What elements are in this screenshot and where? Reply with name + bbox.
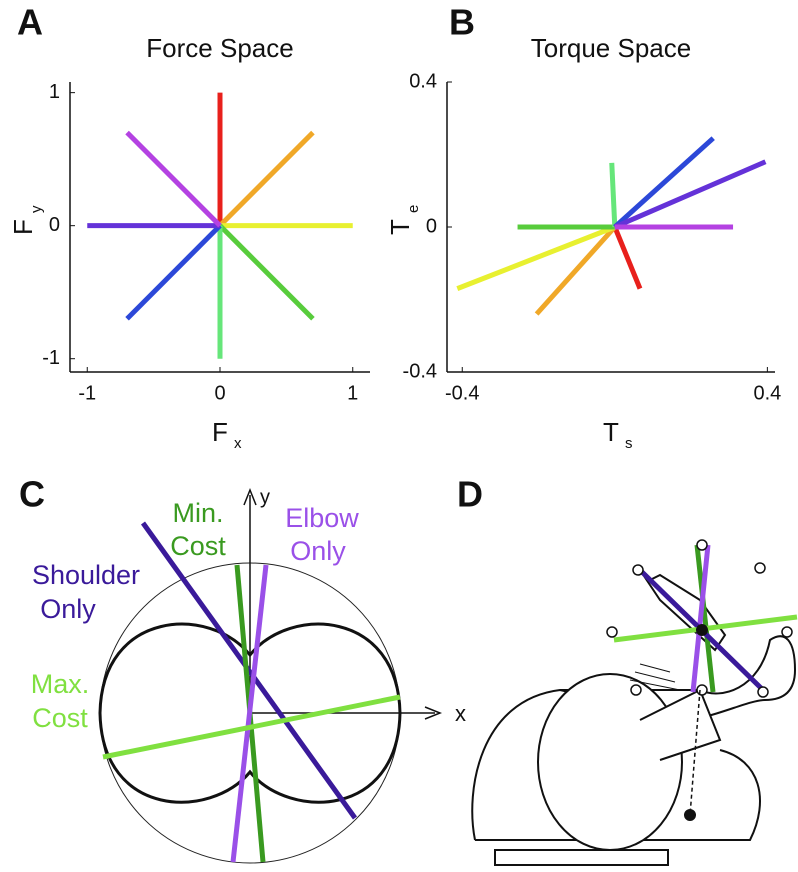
label: Max. bbox=[31, 669, 90, 699]
y-tick-label: -0.4 bbox=[403, 360, 437, 382]
panel-c: y x Min. Cost Elbow Only Shoulder Only M… bbox=[31, 486, 466, 864]
label: Only bbox=[40, 594, 96, 624]
panel-label: B bbox=[449, 2, 475, 43]
target bbox=[632, 564, 644, 576]
x-label-sub: x bbox=[234, 435, 242, 452]
y-label-sub: e bbox=[405, 205, 422, 213]
label: Cost bbox=[170, 531, 226, 561]
body-arm bbox=[471, 635, 797, 841]
axis-label: y bbox=[260, 486, 270, 508]
cost-contour bbox=[98, 622, 402, 804]
y-label: Fy bbox=[8, 205, 45, 235]
x-tick-label: 1 bbox=[347, 382, 358, 404]
y-tick-label: 0 bbox=[49, 214, 60, 236]
x-tick-label: 0 bbox=[214, 382, 225, 404]
panel-d bbox=[471, 539, 798, 866]
segment bbox=[534, 225, 617, 316]
shoulder-point bbox=[684, 809, 696, 821]
panel-label: D bbox=[457, 474, 483, 515]
chart-title: Torque Space bbox=[531, 33, 691, 63]
shoulder-only-line bbox=[140, 521, 358, 820]
target bbox=[781, 626, 793, 638]
chart: Torque Space-0.4 0.4-0.400.4T sTe bbox=[385, 33, 781, 452]
x-label: F bbox=[212, 417, 228, 447]
y-tick-label: 1 bbox=[49, 81, 60, 103]
target bbox=[696, 539, 708, 551]
y-label-main: F bbox=[8, 219, 38, 235]
segment bbox=[125, 223, 222, 321]
y-label-sub: y bbox=[28, 205, 45, 213]
max-cost-line bbox=[102, 694, 401, 760]
x-label-sub: s bbox=[625, 435, 633, 452]
target bbox=[630, 684, 642, 696]
axis-label: x bbox=[455, 701, 466, 726]
x-tick-label: -0.4 bbox=[445, 382, 479, 404]
label: Only bbox=[290, 536, 346, 566]
label: Min. bbox=[172, 498, 223, 528]
y-label-main: T bbox=[385, 219, 415, 235]
arrow bbox=[243, 487, 257, 506]
label: Elbow bbox=[285, 503, 359, 533]
panel-label: A bbox=[17, 2, 43, 43]
target bbox=[754, 562, 766, 574]
segment bbox=[613, 136, 715, 229]
segment bbox=[609, 162, 618, 228]
chair bbox=[494, 849, 669, 866]
label: Shoulder bbox=[32, 560, 140, 590]
target bbox=[696, 684, 708, 696]
y-tick-label: -1 bbox=[42, 347, 60, 369]
segment bbox=[612, 226, 643, 290]
arrow bbox=[424, 706, 443, 720]
elbow-only-line bbox=[230, 564, 269, 863]
segment bbox=[218, 130, 315, 228]
label: Cost bbox=[32, 703, 88, 733]
panel-label: C bbox=[19, 474, 45, 515]
fingers bbox=[629, 663, 681, 691]
x-label: T bbox=[603, 417, 619, 447]
min-cost-line bbox=[694, 544, 716, 693]
x-tick-label: 0.4 bbox=[753, 382, 781, 404]
chart-title: Force Space bbox=[146, 33, 293, 63]
head bbox=[537, 673, 683, 851]
y-tick-label: 0 bbox=[426, 215, 437, 237]
segment bbox=[125, 130, 222, 228]
target bbox=[757, 686, 769, 698]
upper-arm bbox=[639, 688, 722, 761]
y-tick-label: 0.4 bbox=[409, 70, 437, 92]
segment bbox=[218, 223, 315, 321]
elbow-only-line bbox=[690, 544, 711, 693]
hand-point bbox=[696, 624, 708, 636]
target bbox=[606, 626, 618, 638]
body bbox=[475, 749, 761, 841]
y-label: Te bbox=[385, 205, 422, 235]
segment bbox=[456, 224, 616, 291]
x-tick-label: -1 bbox=[78, 382, 96, 404]
segment bbox=[613, 159, 767, 230]
